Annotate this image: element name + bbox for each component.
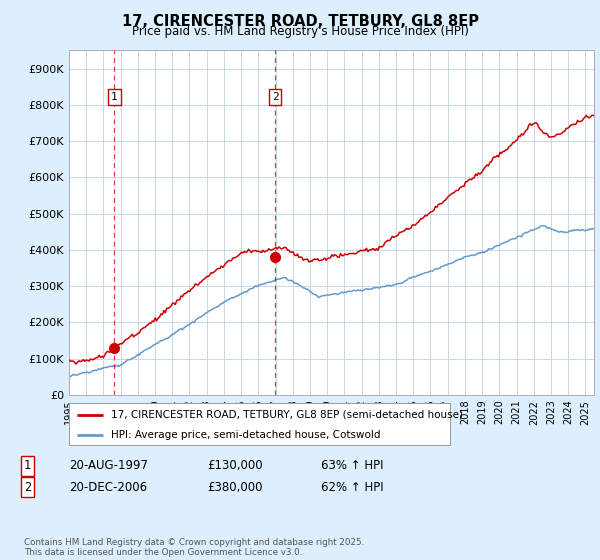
Text: £130,000: £130,000 xyxy=(207,459,263,473)
Text: 2: 2 xyxy=(272,92,278,102)
Text: 62% ↑ HPI: 62% ↑ HPI xyxy=(321,480,383,494)
Text: 63% ↑ HPI: 63% ↑ HPI xyxy=(321,459,383,473)
Text: 1: 1 xyxy=(24,459,31,473)
Text: Contains HM Land Registry data © Crown copyright and database right 2025.
This d: Contains HM Land Registry data © Crown c… xyxy=(24,538,364,557)
Text: 1: 1 xyxy=(111,92,118,102)
Text: 17, CIRENCESTER ROAD, TETBURY, GL8 8EP (semi-detached house): 17, CIRENCESTER ROAD, TETBURY, GL8 8EP (… xyxy=(111,410,463,420)
Text: 20-DEC-2006: 20-DEC-2006 xyxy=(69,480,147,494)
Text: £380,000: £380,000 xyxy=(207,480,263,494)
Text: Price paid vs. HM Land Registry's House Price Index (HPI): Price paid vs. HM Land Registry's House … xyxy=(131,25,469,38)
Text: 20-AUG-1997: 20-AUG-1997 xyxy=(69,459,148,473)
Text: HPI: Average price, semi-detached house, Cotswold: HPI: Average price, semi-detached house,… xyxy=(111,430,380,440)
Text: 17, CIRENCESTER ROAD, TETBURY, GL8 8EP: 17, CIRENCESTER ROAD, TETBURY, GL8 8EP xyxy=(121,14,479,29)
Text: 2: 2 xyxy=(24,480,31,494)
